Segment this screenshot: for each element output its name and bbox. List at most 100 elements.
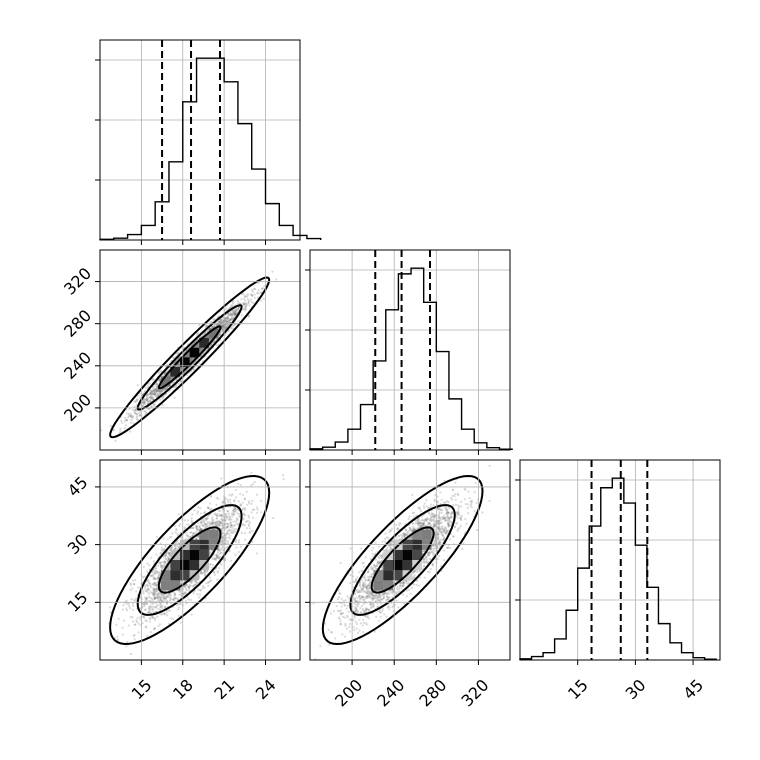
sample-point [133, 405, 136, 408]
sample-point [148, 604, 152, 608]
sample-point [226, 510, 230, 513]
sample-point [148, 382, 151, 385]
sample-point [243, 309, 247, 312]
sample-point [261, 287, 264, 290]
sample-point [198, 593, 202, 596]
sample-point [220, 477, 223, 480]
sample-point [235, 546, 238, 549]
sample-point [149, 584, 152, 587]
sample-point [229, 521, 232, 524]
sample-point [210, 494, 213, 497]
sample-point [272, 516, 275, 520]
sample-point [168, 551, 171, 554]
sample-point [153, 597, 156, 601]
sample-point [253, 480, 256, 484]
sample-point [204, 523, 208, 526]
sample-point [199, 350, 202, 353]
sample-point [149, 400, 152, 403]
sample-point [244, 302, 247, 306]
sample-point [224, 538, 227, 541]
sample-point [180, 592, 183, 596]
sample-point [163, 594, 166, 598]
sample-point [173, 361, 176, 364]
sample-point [163, 563, 166, 566]
sample-point [153, 387, 157, 391]
sample-point [175, 527, 178, 531]
sample-point [230, 494, 233, 497]
sample-point [159, 563, 162, 566]
sample-point [227, 512, 230, 515]
sample-point [177, 546, 181, 549]
sample-point [180, 367, 183, 370]
sample-point [186, 354, 189, 357]
panel-frame [519, 459, 721, 661]
sample-point [238, 302, 241, 305]
sample-point [132, 634, 135, 638]
sample-point [226, 312, 230, 316]
sample-point [143, 401, 146, 404]
sample-point [187, 352, 191, 355]
sample-point [233, 312, 237, 315]
sample-point [224, 325, 227, 328]
sample-point [239, 545, 242, 548]
sample-point [227, 312, 231, 315]
sample-point [133, 411, 136, 415]
sample-point [167, 374, 170, 377]
sample-point [224, 513, 227, 516]
sample-point [199, 589, 202, 592]
sample-point [226, 529, 230, 533]
sample-point [197, 522, 200, 525]
sample-point [165, 387, 168, 390]
sample-point [250, 298, 253, 301]
sample-point [208, 339, 211, 342]
sample-point [163, 613, 166, 616]
sample-point [230, 523, 233, 526]
sample-point [150, 393, 154, 396]
sample-point [149, 391, 152, 394]
sample-point [172, 362, 176, 365]
sample-point [251, 294, 254, 297]
sample-point [157, 389, 160, 392]
sample-point [191, 513, 194, 516]
sample-point [244, 307, 248, 310]
sample-point [215, 556, 219, 559]
sample-point [255, 506, 258, 509]
sample-point [203, 586, 206, 589]
sample-point [184, 599, 188, 602]
sample-point [243, 302, 246, 305]
sample-point [90, 451, 92, 453]
sample-point [116, 638, 119, 641]
sample-point [122, 619, 125, 622]
sample-point [153, 592, 156, 595]
sample-point [146, 393, 149, 396]
sample-point [171, 532, 174, 535]
sample-point [133, 409, 137, 412]
sample-point [260, 288, 263, 291]
sample-point [161, 388, 164, 391]
sample-point [199, 335, 203, 338]
sample-point [125, 419, 129, 422]
sample-point [131, 602, 135, 605]
sample-point [144, 589, 148, 592]
sample-point [199, 349, 202, 352]
sample-point [155, 382, 159, 385]
sample-point [219, 320, 222, 324]
sample-point [262, 287, 265, 290]
sample-point [204, 325, 207, 329]
sample-point [132, 421, 135, 425]
sample-point [205, 524, 208, 528]
sample-point [233, 513, 236, 516]
sample-point [229, 313, 232, 316]
sample-point [226, 515, 229, 518]
sample-point [227, 313, 230, 316]
sample-point [215, 517, 218, 520]
sample-point [190, 526, 193, 529]
sample-point [196, 345, 199, 349]
sample-point [161, 404, 164, 407]
sample-point [242, 292, 245, 296]
sample-point [220, 518, 224, 521]
sample-point [243, 299, 247, 302]
sample-point [192, 368, 196, 371]
sample-point [230, 305, 233, 308]
sample-point [239, 503, 242, 506]
